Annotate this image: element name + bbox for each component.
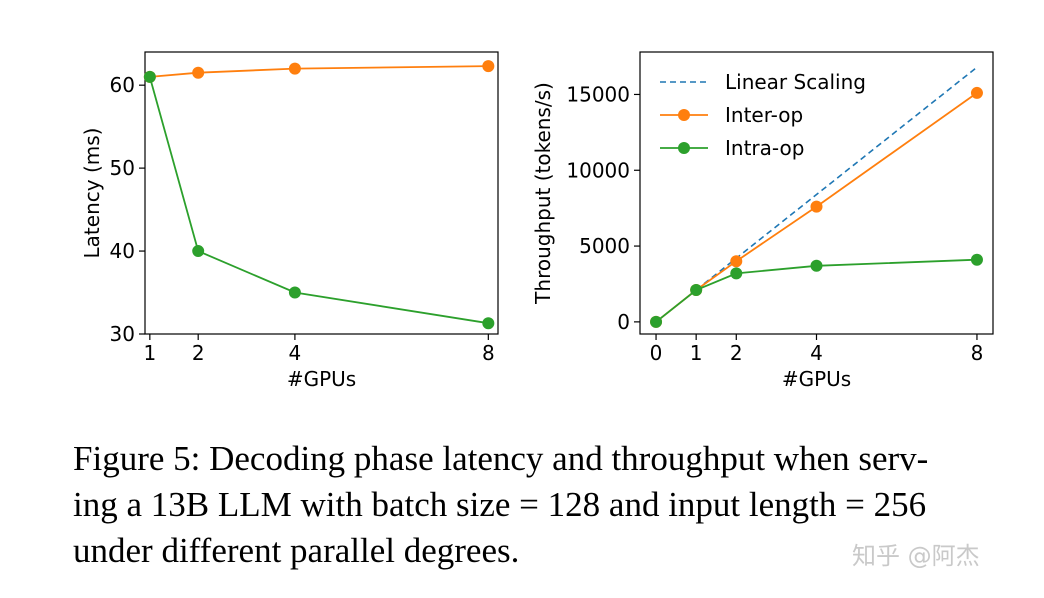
figure-caption: Figure 5: Decoding phase latency and thr… (73, 436, 1013, 574)
figure-charts: 1 2 4 8 30 40 50 60 #GPUs Latency (ms) 0 1 2 4 8 0 5000 1… (80, 51, 994, 391)
throughput-x-tick-label: 4 (810, 341, 823, 365)
throughput-y-axis-label: Throughput (tokens/s) (531, 82, 555, 305)
latency-point-intra-op (288, 286, 301, 299)
latency-plot-frame (144, 51, 499, 335)
legend-label-intra-op: Intra-op (725, 136, 804, 160)
latency-point-inter-op (288, 62, 301, 75)
latency-point-intra-op (482, 317, 495, 330)
latency-point-inter-op (482, 60, 495, 73)
throughput-point-inter-op (970, 86, 983, 99)
throughput-point-intra-op (690, 284, 703, 297)
latency-y-tick-label: 60 (110, 73, 135, 97)
throughput-x-tick-label: 2 (730, 341, 743, 365)
throughput-x-tick-label: 1 (690, 341, 703, 365)
throughput-point-inter-op (730, 255, 743, 268)
throughput-point-intra-op (730, 267, 743, 280)
throughput-y-tick-label: 0 (617, 310, 630, 334)
latency-point-inter-op (192, 66, 205, 79)
latency-x-tick-label: 8 (482, 341, 495, 365)
legend-label-inter-op: Inter-op (725, 103, 803, 127)
latency-x-axis-label: #GPUs (287, 367, 356, 391)
caption-line-3: under different parallel degrees. (73, 531, 520, 570)
latency-point-intra-op (143, 70, 156, 83)
latency-series-line-inter-op (149, 65, 489, 78)
throughput-point-intra-op (650, 315, 663, 328)
latency-y-tick-label: 30 (110, 322, 135, 346)
latency-x-tick-label: 1 (143, 341, 156, 365)
throughput-x-tick-label: 0 (650, 341, 663, 365)
caption-line-1: Figure 5: Decoding phase latency and thr… (73, 439, 929, 478)
throughput-point-intra-op (810, 259, 823, 272)
caption-line-2: ing a 13B LLM with batch size = 128 and … (73, 485, 927, 524)
latency-x-tick-label: 2 (192, 341, 205, 365)
latency-y-axis-label: Latency (ms) (80, 128, 104, 259)
latency-y-tick-label: 40 (110, 239, 135, 263)
throughput-x-axis-label: #GPUs (782, 367, 851, 391)
throughput-point-inter-op (810, 200, 823, 213)
throughput-y-tick-label: 5000 (579, 234, 630, 258)
throughput-y-tick-label: 10000 (566, 158, 630, 182)
throughput-x-tick-label: 8 (971, 341, 984, 365)
latency-series-line-intra-op (148, 76, 489, 325)
legend-marker-intra-op (678, 142, 690, 154)
latency-y-tick-label: 50 (110, 156, 135, 180)
legend-marker-inter-op (678, 109, 690, 121)
latency-x-tick-label: 4 (289, 341, 302, 365)
throughput-point-intra-op (970, 253, 983, 266)
legend-label-linear-scaling: Linear Scaling (725, 70, 866, 94)
watermark: 知乎 @阿杰 (852, 542, 980, 570)
latency-point-intra-op (192, 245, 205, 258)
throughput-y-tick-label: 15000 (566, 82, 630, 106)
